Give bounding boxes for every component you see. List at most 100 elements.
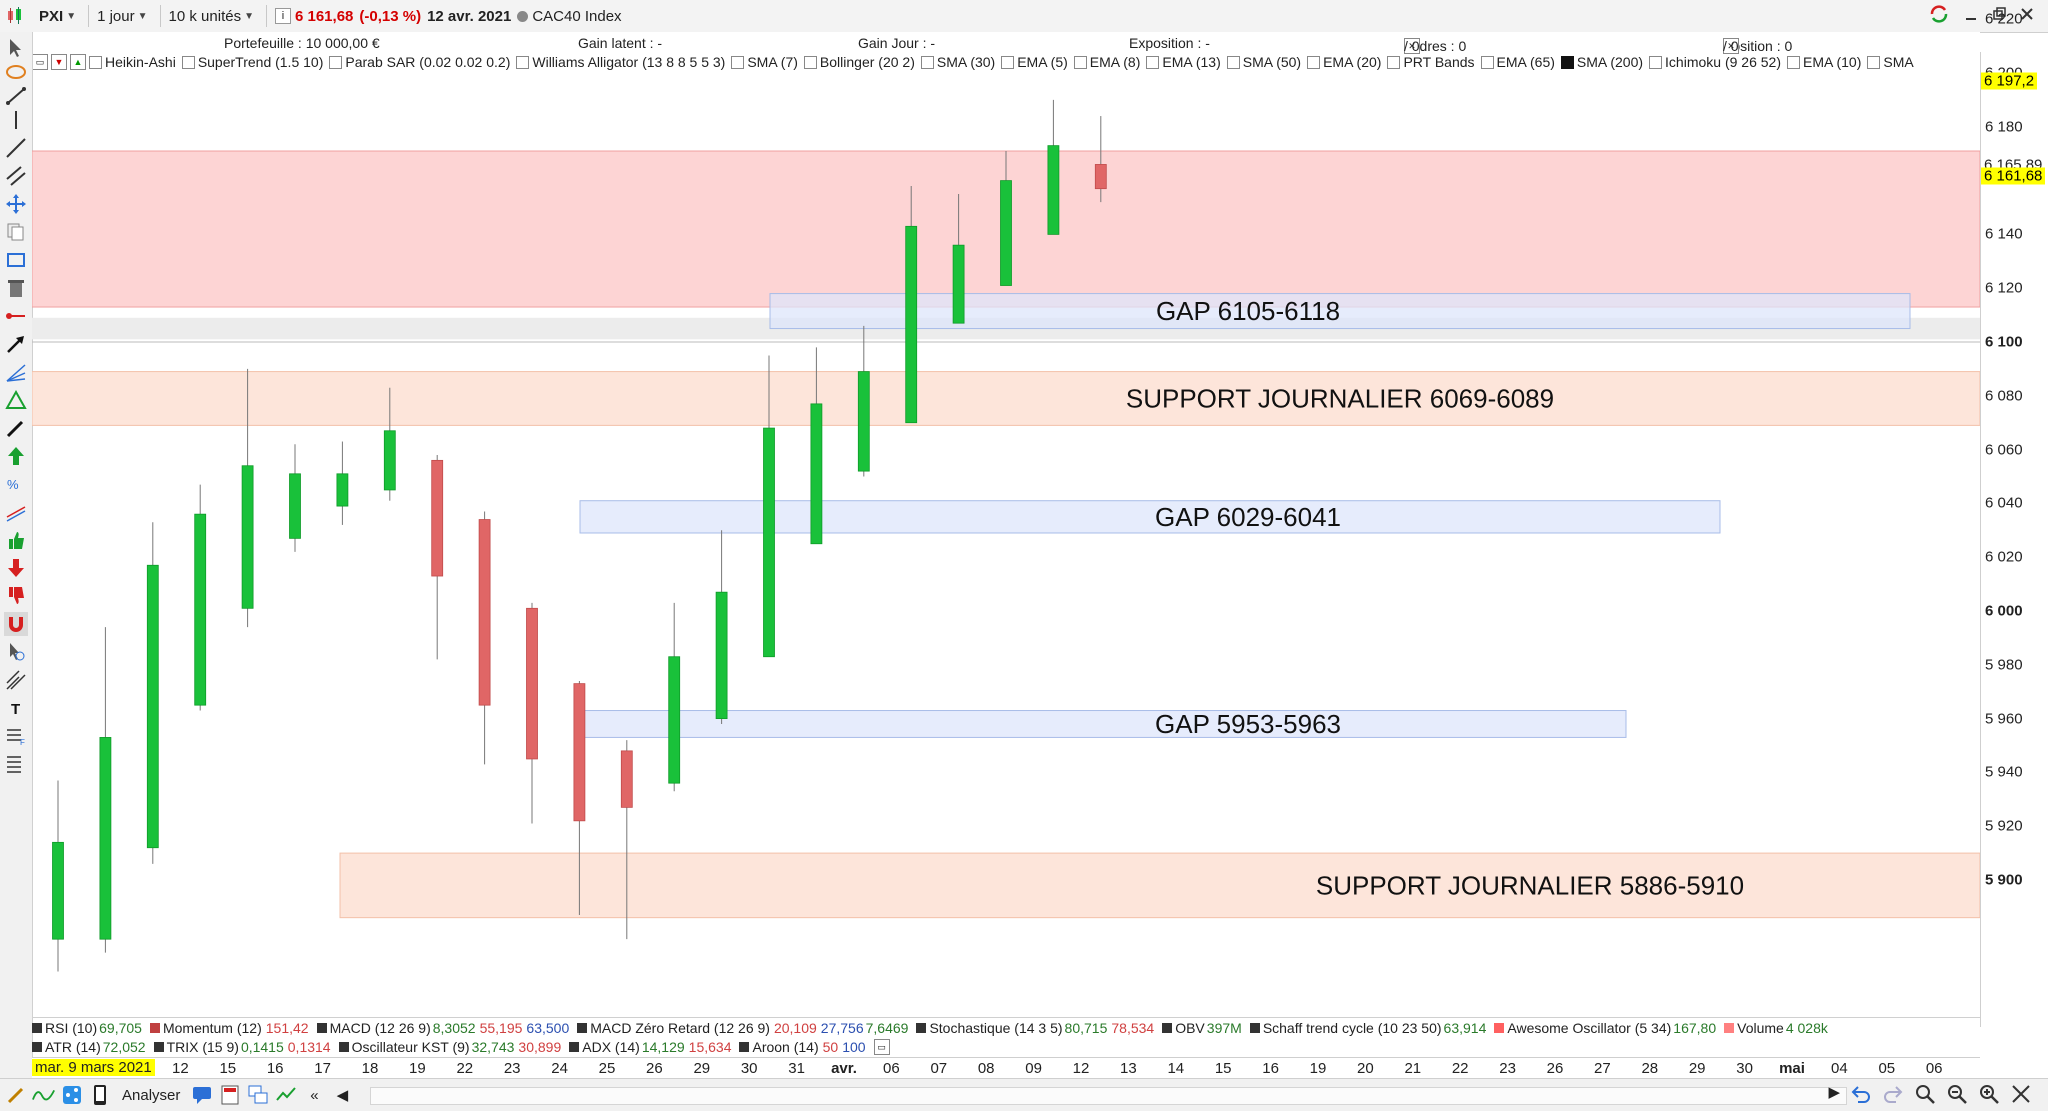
- oscillator-panel-toggle[interactable]: RSI (10) 69,705: [32, 1020, 142, 1036]
- close-icon[interactable]: [2020, 7, 2034, 21]
- oscillator-panel-toggle[interactable]: OBV 397M: [1162, 1020, 1242, 1036]
- checkbox[interactable]: [920, 55, 934, 69]
- indicator-toggle[interactable]: SMA (7): [731, 54, 798, 70]
- oscillator-panel-toggle[interactable]: Stochastique (14 3 5) 80,715 78,534: [916, 1020, 1154, 1036]
- panel-layout-icon[interactable]: ▭: [873, 1039, 890, 1055]
- checkbox[interactable]: [181, 55, 195, 69]
- indicator-toggle[interactable]: SMA (50): [1226, 54, 1301, 70]
- zoom-in-icon[interactable]: [1978, 1083, 2000, 1105]
- vertical-line-tool[interactable]: [4, 108, 28, 132]
- checkbox[interactable]: [516, 55, 530, 69]
- analyser-button[interactable]: Analyser: [116, 1083, 186, 1107]
- price-chart[interactable]: GAP 6105-6118 SUPPORT JOURNALIER 6069-608…: [32, 72, 1980, 1017]
- fibonacci-fan-tool[interactable]: [4, 360, 28, 384]
- text-tool[interactable]: T: [4, 696, 28, 720]
- restore-icon[interactable]: [1992, 7, 2006, 21]
- oscillator-panel-toggle[interactable]: MACD (12 26 9) 8,3052 55,195 63,500: [316, 1020, 569, 1036]
- checkbox[interactable]: [1787, 55, 1800, 69]
- indicator-toggle[interactable]: Ichimoku (9 26 52): [1649, 54, 1781, 70]
- oscillator-panel-toggle[interactable]: TRIX (15 9) 0,1415 0,1314: [153, 1039, 331, 1055]
- checkbox[interactable]: [731, 55, 745, 69]
- sell-signal-tool[interactable]: [4, 556, 28, 580]
- indicator-toggle[interactable]: EMA (5): [1001, 54, 1068, 70]
- indicator-toggle[interactable]: SMA: [1867, 54, 1914, 70]
- magnet-tool[interactable]: [4, 612, 28, 636]
- horizontal-ray-tool[interactable]: [4, 304, 28, 328]
- redo-icon[interactable]: [1882, 1083, 1904, 1105]
- indicator-toggle[interactable]: EMA (20): [1307, 54, 1381, 70]
- oscillator-panel-toggle[interactable]: Schaff trend cycle (10 23 50) 63,914: [1249, 1020, 1486, 1036]
- info-icon[interactable]: i: [274, 8, 291, 24]
- zoom-out-icon[interactable]: [1946, 1083, 1968, 1105]
- pointer-tool[interactable]: [4, 36, 28, 60]
- oscillator-panel-toggle[interactable]: Volume 4 028k: [1724, 1020, 1828, 1036]
- chat-button[interactable]: [190, 1083, 214, 1107]
- checkbox[interactable]: [1073, 55, 1087, 69]
- checkbox[interactable]: [329, 55, 343, 69]
- oscillator-panel-toggle[interactable]: ATR (14) 72,052: [32, 1039, 146, 1055]
- fibonacci-retracement-tool[interactable]: [4, 752, 28, 776]
- indicator-toggle[interactable]: EMA (8): [1073, 54, 1140, 70]
- arrow-up-icon[interactable]: ▲: [70, 54, 86, 70]
- zoom-reset-icon[interactable]: [2010, 1083, 2032, 1105]
- indicator-toggle[interactable]: Williams Alligator (13 8 8 5 5 3): [516, 54, 725, 70]
- indicator-toggle[interactable]: EMA (65): [1480, 54, 1555, 70]
- checkbox[interactable]: [1867, 55, 1881, 69]
- refresh-icon[interactable]: [1928, 4, 1950, 24]
- phone-button[interactable]: [88, 1083, 112, 1107]
- checkbox[interactable]: [1649, 55, 1663, 69]
- oscillator-panel-toggle[interactable]: Awesome Oscillator (5 34) 167,80: [1494, 1020, 1716, 1036]
- checkbox[interactable]: [1560, 55, 1574, 69]
- checkbox[interactable]: [1001, 55, 1015, 69]
- cursor-cross-tool[interactable]: [4, 640, 28, 664]
- indicator-toggle[interactable]: SuperTrend (1.5 10): [181, 54, 323, 70]
- date-axis[interactable]: mar. 9 mars 2021 12 15 16 17 18 19 22 23 24 25 26 2…: [32, 1057, 1980, 1079]
- checkbox[interactable]: [1226, 55, 1240, 69]
- checkbox[interactable]: [1480, 55, 1494, 69]
- regression-tool[interactable]: [4, 500, 28, 524]
- ellipse-tool[interactable]: [4, 60, 28, 84]
- oscillator-panel-toggle[interactable]: Aroon (14) 50 100: [739, 1039, 866, 1055]
- rectangle-tool[interactable]: [4, 248, 28, 272]
- checkbox[interactable]: [803, 55, 817, 69]
- signal-button[interactable]: [274, 1083, 298, 1107]
- checkbox[interactable]: [1387, 55, 1401, 69]
- time-scrollbar[interactable]: [370, 1087, 1847, 1105]
- thumbs-down-tool[interactable]: [4, 584, 28, 608]
- windows-button[interactable]: [246, 1083, 270, 1107]
- move-tool[interactable]: [4, 192, 28, 216]
- triangle-right-icon[interactable]: ▶: [1828, 1084, 1840, 1101]
- indicator-toggle[interactable]: Parab SAR (0.02 0.02 0.2): [329, 54, 510, 70]
- oscillator-panel-toggle[interactable]: Oscillateur KST (9) 32,743 30,899: [338, 1039, 561, 1055]
- minimize-icon[interactable]: [1964, 7, 1978, 21]
- indicator-toggle[interactable]: SMA (200): [1560, 54, 1643, 70]
- ticker-select[interactable]: PXI ▼: [34, 3, 81, 29]
- delete-tool[interactable]: [4, 276, 28, 300]
- scroll-left-button[interactable]: ◀: [330, 1083, 354, 1107]
- orders-close-icon[interactable]: ✕: [1404, 38, 1420, 54]
- oscillator-panel-toggle[interactable]: MACD Zéro Retard (12 26 9) 20,109 27,756 7,…: [577, 1020, 908, 1036]
- indicator-toggle[interactable]: EMA (10): [1787, 54, 1861, 70]
- segment-tool[interactable]: [4, 84, 28, 108]
- checkbox[interactable]: [1146, 55, 1160, 69]
- oscillator-panel-toggle[interactable]: ADX (14) 14,129 15,634: [569, 1039, 731, 1055]
- zoom-fit-icon[interactable]: [1914, 1083, 1936, 1105]
- checkbox[interactable]: [89, 55, 102, 69]
- indicator-toggle[interactable]: Bollinger (20 2): [803, 54, 915, 70]
- arrow-down-icon[interactable]: ▼: [51, 54, 67, 70]
- share-button[interactable]: [60, 1083, 84, 1107]
- indicator-button[interactable]: [32, 1083, 56, 1107]
- checkbox[interactable]: [1307, 55, 1321, 69]
- chart-type-button[interactable]: [0, 3, 30, 29]
- indicator-toggle[interactable]: PRT Bands: [1387, 54, 1475, 70]
- period-select[interactable]: 1 jour ▼: [92, 3, 152, 29]
- pitchfork-tool[interactable]: [4, 668, 28, 692]
- units-select[interactable]: 10 k unités ▼: [164, 3, 259, 29]
- channel-tool[interactable]: [4, 164, 28, 188]
- collapse-button[interactable]: «: [302, 1083, 326, 1107]
- indicator-toggle[interactable]: EMA (13): [1146, 54, 1221, 70]
- pencil-tool[interactable]: [4, 416, 28, 440]
- calculator-button[interactable]: [218, 1083, 242, 1107]
- copy-tool[interactable]: [4, 220, 28, 244]
